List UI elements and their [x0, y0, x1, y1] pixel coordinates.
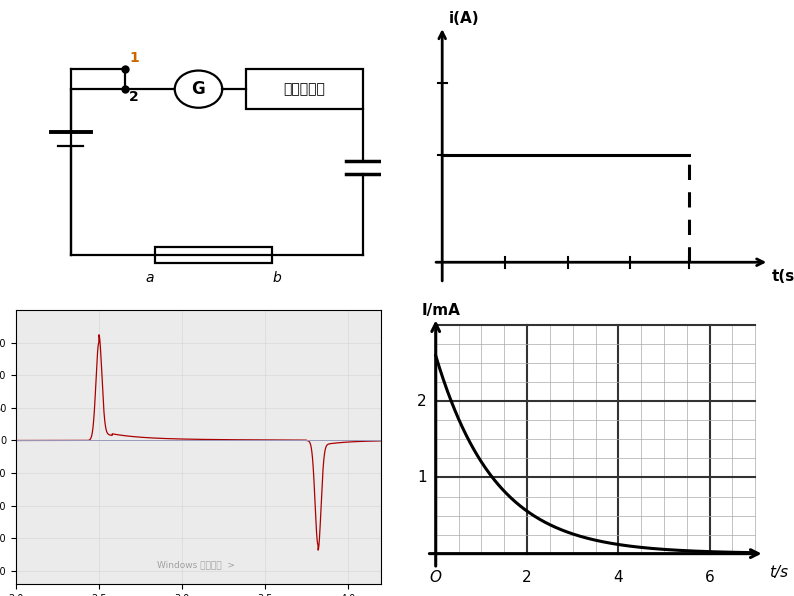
Text: 2: 2	[417, 394, 426, 409]
Text: I/mA: I/mA	[422, 303, 461, 318]
Text: 2: 2	[129, 89, 139, 104]
Text: 4: 4	[614, 570, 623, 585]
Text: G: G	[191, 80, 206, 98]
Text: b: b	[272, 271, 281, 285]
Text: 电流传感器: 电流传感器	[283, 82, 326, 96]
Text: i(A): i(A)	[449, 11, 480, 26]
Text: 6: 6	[705, 570, 715, 585]
Text: 1: 1	[129, 51, 139, 65]
Text: a: a	[145, 271, 153, 285]
Text: t/s: t/s	[769, 565, 788, 580]
Text: Windows 激活正版  >: Windows 激活正版 >	[157, 561, 235, 570]
Bar	[155, 247, 272, 263]
Text: O: O	[430, 570, 441, 585]
Bar	[246, 69, 363, 109]
Text: 1: 1	[417, 470, 426, 485]
Text: t(s): t(s)	[772, 269, 794, 284]
Text: 2: 2	[522, 570, 532, 585]
